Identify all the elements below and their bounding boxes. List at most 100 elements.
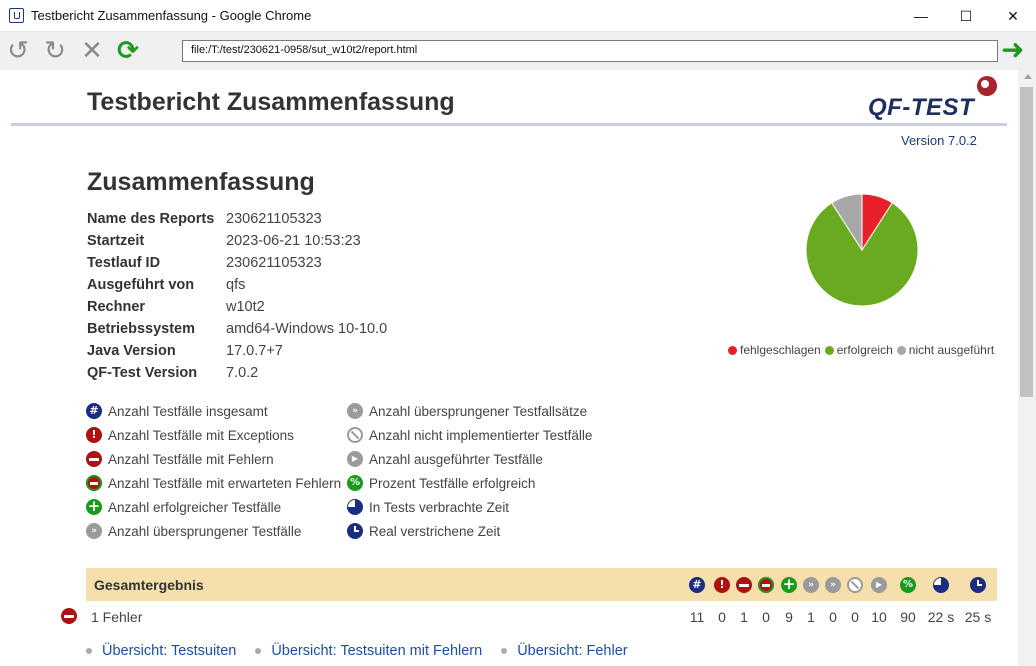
executed-icon: ▶ (871, 577, 887, 593)
info-key: QF-Test Version (87, 365, 198, 381)
summary-value: 0 (829, 609, 837, 625)
info-row: Ausgeführt von qfs (87, 277, 387, 299)
key-label: Anzahl Testfälle mit Exceptions (108, 427, 294, 443)
legend-column-2: » Anzahl übersprungener Testfallsätze Anza… (347, 399, 592, 543)
forward-icon[interactable]: ↻ (44, 36, 66, 66)
key-label: Anzahl Testfälle insgesamt (108, 403, 268, 419)
logo-mark-icon (977, 76, 997, 96)
key-label: Real verstrichene Zeit (369, 523, 501, 539)
header-divider (11, 123, 1007, 126)
summary-value: 0 (762, 609, 770, 625)
expected-error-icon (758, 577, 774, 593)
window-titlebar: Testbericht Zusammenfassung - Google Chr… (0, 0, 1036, 32)
key-label: Anzahl ausgeführter Testfälle (369, 451, 543, 467)
summary-title: Gesamtergebnis (94, 577, 204, 593)
test-time-icon (933, 577, 949, 593)
key-label: Anzahl erfolgreicher Testfälle (108, 499, 282, 515)
minimize-button[interactable]: — (914, 8, 928, 24)
info-key: Ausgeführt von (87, 277, 195, 293)
key-label: Anzahl Testfälle mit erwarteten Fehlern (108, 475, 342, 491)
pie-slice-1 (805, 202, 919, 307)
legend-item: nicht ausgeführt (896, 343, 995, 357)
skipped-set-icon: » (347, 403, 363, 419)
section-title: Zusammenfassung (87, 168, 315, 196)
pie-legend: fehlgeschlagen erfolgreich nicht ausgeführ… (728, 343, 998, 357)
info-value: 2023-06-21 10:53:23 (226, 233, 361, 249)
info-row: Startzeit 2023-06-21 10:53:23 (87, 233, 387, 255)
overview-link[interactable]: Übersicht: Testsuiten (86, 643, 236, 659)
summary-value: 0 (851, 609, 859, 625)
legend-label: fehlgeschlagen (740, 343, 821, 357)
key-label: Anzahl nicht implementierter Testfälle (369, 427, 593, 443)
key-row: Anzahl nicht implementierter Testfälle (347, 423, 592, 447)
scroll-up-icon[interactable] (1024, 74, 1032, 79)
success-icon: + (86, 497, 102, 515)
info-row: Rechner w10t2 (87, 299, 387, 321)
bullet-icon (86, 648, 92, 654)
overview-links: Übersicht: Testsuiten Übersicht: Testsuit… (86, 643, 647, 659)
info-key: Testlauf ID (87, 255, 161, 271)
key-label: In Tests verbrachte Zeit (369, 499, 510, 515)
legend-label: nicht ausgeführt (908, 343, 995, 357)
expected-error-icon (86, 475, 102, 491)
app-icon (9, 8, 24, 23)
key-row: # Anzahl Testfälle insgesamt (86, 399, 341, 423)
key-row: » Anzahl übersprungener Testfälle (86, 519, 341, 543)
executed-icon: ▶ (347, 451, 363, 467)
info-key: Startzeit (87, 233, 145, 249)
overview-link[interactable]: Übersicht: Fehler (501, 643, 628, 659)
result-label: 1 Fehler (91, 609, 143, 625)
key-label: Prozent Testfälle erfolgreich (369, 475, 536, 491)
key-row: % Prozent Testfälle erfolgreich (347, 471, 592, 495)
summary-value: 1 (807, 609, 815, 625)
info-row: Betriebssystem amd64-Windows 10-10.0 (87, 321, 387, 343)
pie-slice-2 (831, 193, 863, 252)
skipped-icon: » (803, 577, 819, 593)
not-implemented-icon (347, 427, 363, 443)
info-value: qfs (226, 277, 246, 293)
hash-icon: # (689, 577, 705, 593)
info-row: Name des Reports 230621105323 (87, 211, 387, 233)
success-icon: + (781, 575, 797, 593)
key-row: Anzahl Testfälle mit erwarteten Fehlern (86, 471, 341, 495)
scroll-thumb[interactable] (1020, 87, 1033, 397)
info-key: Rechner (87, 299, 146, 315)
skipped-icon: » (86, 523, 102, 539)
summary-value: 9 (785, 609, 793, 625)
go-arrow-icon[interactable]: ➜ (1001, 33, 1025, 66)
info-row: Java Version 17.0.7+7 (87, 343, 387, 365)
key-row: + Anzahl erfolgreicher Testfälle (86, 495, 341, 519)
legend-column-1: # Anzahl Testfälle insgesamt! Anzahl Testf… (86, 399, 341, 543)
close-button[interactable]: ✕ (1007, 7, 1019, 24)
page-title: Testbericht Zusammenfassung (87, 88, 455, 116)
info-value: 230621105323 (226, 211, 322, 227)
maximize-button[interactable]: ☐ (959, 7, 973, 24)
stop-icon[interactable]: ✕ (81, 36, 103, 66)
not-implemented-icon (847, 577, 863, 593)
link-label[interactable]: Übersicht: Fehler (517, 643, 628, 659)
result-pie-chart (805, 193, 919, 307)
summary-value: 11 (689, 609, 705, 625)
test-time-icon (347, 499, 363, 515)
reload-icon[interactable]: ⟳ (117, 36, 139, 66)
link-label[interactable]: Übersicht: Testsuiten (102, 643, 237, 659)
vertical-scrollbar[interactable] (1018, 70, 1036, 666)
info-key: Java Version (87, 343, 176, 359)
key-row: Real verstrichene Zeit (347, 519, 592, 543)
address-bar[interactable]: file:/T:/test/230621-0958/sut_w10t2/repo… (182, 40, 998, 62)
bullet-icon (255, 648, 262, 654)
exception-icon: ! (714, 577, 730, 593)
info-value: 17.0.7+7 (226, 343, 283, 359)
summary-value: 0 (718, 609, 726, 625)
back-icon[interactable]: ↺ (7, 36, 29, 66)
overview-link[interactable]: Übersicht: Testsuiten mit Fehlern (255, 643, 482, 659)
info-key: Betriebssystem (87, 321, 195, 337)
info-value: w10t2 (226, 299, 265, 315)
info-value: 7.0.2 (226, 365, 259, 381)
window-title: Testbericht Zusammenfassung - Google Chr… (31, 8, 312, 23)
browser-toolbar: ↺ ↻ ✕ ⟳ file:/T:/test/230621-0958/sut_w1… (0, 32, 1036, 70)
key-label: Anzahl übersprungener Testfallsätze (369, 403, 588, 419)
link-label[interactable]: Übersicht: Testsuiten mit Fehlern (271, 643, 483, 659)
info-value: amd64-Windows 10-10.0 (226, 321, 388, 337)
clock-icon (970, 577, 986, 593)
